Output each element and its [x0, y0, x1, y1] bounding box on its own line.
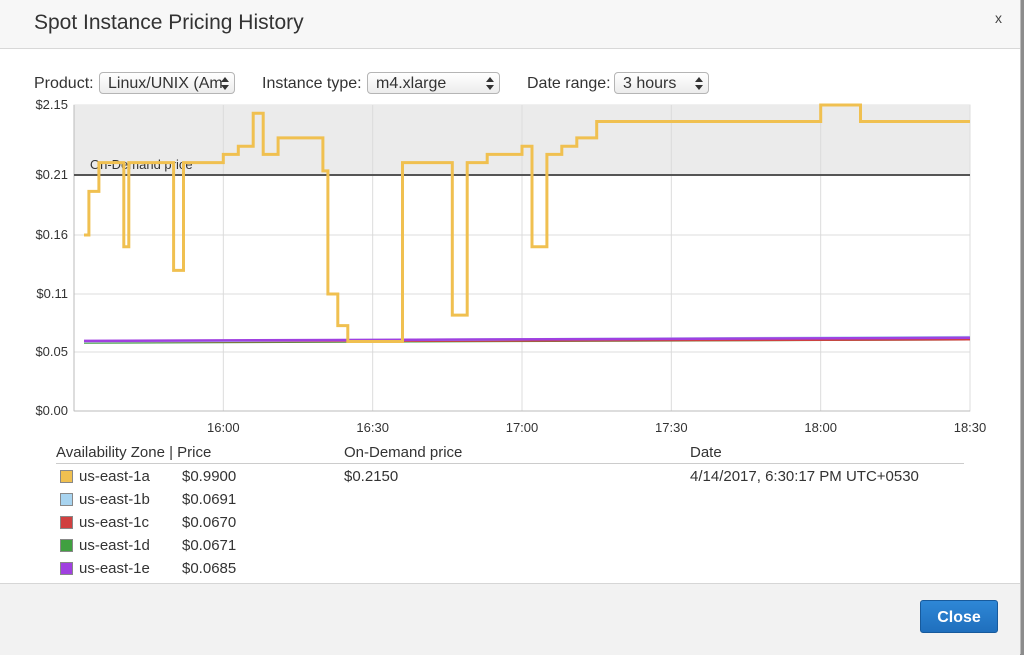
legend-price: $0.9900 — [182, 468, 237, 485]
y-tick-label: $0.00 — [35, 403, 68, 418]
swatch-icon[interactable] — [60, 470, 73, 483]
y-tick-label: $0.21 — [35, 167, 68, 182]
legend-zone: us-east-1e — [79, 560, 150, 577]
legend-header-zone-price: Availability Zone | Price — [56, 444, 212, 461]
swatch-icon[interactable] — [60, 562, 73, 575]
x-tick-label: 17:30 — [655, 420, 688, 435]
series-line-us-east-1e — [83, 336, 971, 343]
legend-header-ondemand: On-Demand price — [344, 444, 463, 461]
legend-price: $0.0685 — [182, 560, 237, 577]
legend-price: $0.0691 — [182, 491, 237, 508]
date-range-value: 3 hours — [623, 75, 677, 92]
close-x-icon[interactable]: x — [995, 10, 1002, 26]
legend-price: $0.0670 — [182, 514, 237, 531]
legend-zone: us-east-1a — [79, 468, 150, 485]
ondemand-price-value: $0.2150 — [344, 468, 399, 485]
product-select-value: Linux/UNIX (Am — [108, 75, 223, 92]
price-chart: $2.15 $0.21 $0.16 $0.11 $0.05 $0.00 16:00 16:30… — [35, 97, 987, 435]
legend-zone: us-east-1c — [79, 514, 150, 531]
series-line-us-east-1a — [84, 103, 970, 343]
date-range-label: Date range: — [527, 75, 611, 92]
ondemand-price-annotation: On-Demand price — [90, 157, 193, 172]
swatch-icon[interactable] — [60, 539, 73, 552]
swatch-icon[interactable] — [60, 516, 73, 529]
legend-zone: us-east-1d — [79, 537, 150, 554]
date-range-select[interactable]: 3 hours — [614, 72, 709, 94]
legend-header-date: Date — [690, 444, 722, 461]
legend-zone: us-east-1b — [79, 491, 150, 508]
x-tick-label: 17:00 — [506, 420, 539, 435]
y-tick-label: $0.05 — [35, 344, 68, 359]
y-tick-label: $0.11 — [36, 286, 68, 301]
select-arrows-icon — [486, 76, 494, 92]
product-select[interactable]: Linux/UNIX (Am — [99, 72, 235, 94]
dialog-title: Spot Instance Pricing History — [34, 11, 304, 34]
select-arrows-icon — [221, 76, 229, 92]
x-tick-label: 18:30 — [954, 420, 987, 435]
x-tick-label: 16:30 — [356, 420, 389, 435]
x-tick-label: 16:00 — [207, 420, 240, 435]
instance-type-value: m4.xlarge — [376, 75, 447, 92]
select-arrows-icon — [695, 76, 703, 92]
legend-divider — [56, 463, 964, 464]
instance-type-label: Instance type: — [262, 75, 362, 92]
product-label: Product: — [34, 75, 94, 92]
legend-price: $0.0671 — [182, 537, 237, 554]
date-value: 4/14/2017, 6:30:17 PM UTC+0530 — [690, 468, 919, 485]
close-button[interactable]: Close — [920, 600, 998, 633]
instance-type-select[interactable]: m4.xlarge — [367, 72, 500, 94]
swatch-icon[interactable] — [60, 493, 73, 506]
y-tick-label: $2.15 — [35, 97, 68, 112]
dialog-titlebar: Spot Instance Pricing History x — [0, 0, 1020, 49]
x-tick-label: 18:00 — [804, 420, 837, 435]
dialog-footer — [0, 583, 1020, 655]
y-tick-label: $0.16 — [35, 227, 68, 242]
